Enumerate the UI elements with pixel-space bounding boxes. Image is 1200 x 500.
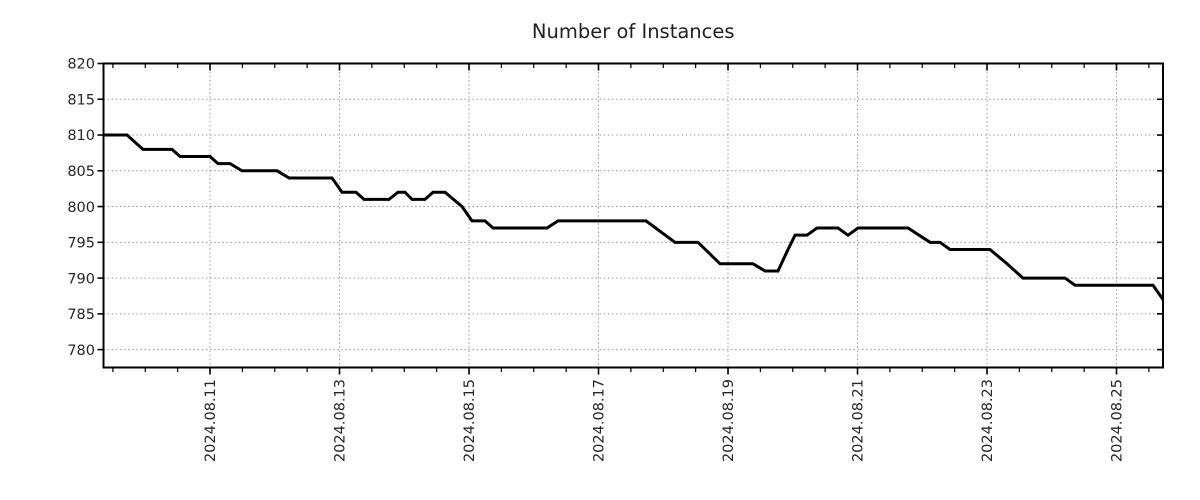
- x-tick-label: 2024.08.19: [721, 379, 737, 462]
- x-tick-label: 2024.08.25: [1110, 379, 1126, 462]
- y-tick-label: 795: [67, 236, 95, 252]
- chart-title: Number of Instances: [532, 20, 735, 43]
- y-tick-label: 800: [67, 200, 95, 216]
- y-tick-label: 815: [67, 92, 95, 108]
- x-tick-label: 2024.08.17: [592, 379, 608, 462]
- x-tick-label: 2024.08.13: [333, 379, 349, 462]
- x-tick-label: 2024.08.11: [203, 379, 219, 462]
- y-tick-label: 805: [67, 164, 95, 180]
- x-tick-label: 2024.08.23: [980, 379, 996, 462]
- x-tick-label: 2024.08.21: [851, 379, 867, 462]
- y-tick-label: 790: [67, 271, 95, 287]
- y-tick-label: 780: [67, 343, 95, 359]
- data-line: [103, 133, 1165, 301]
- plot-border: [102, 62, 1164, 369]
- x-tick-label: 2024.08.15: [462, 379, 478, 462]
- y-tick-label: 785: [67, 307, 95, 323]
- y-tick-label: 810: [67, 128, 95, 144]
- y-tick-label: 820: [67, 57, 95, 73]
